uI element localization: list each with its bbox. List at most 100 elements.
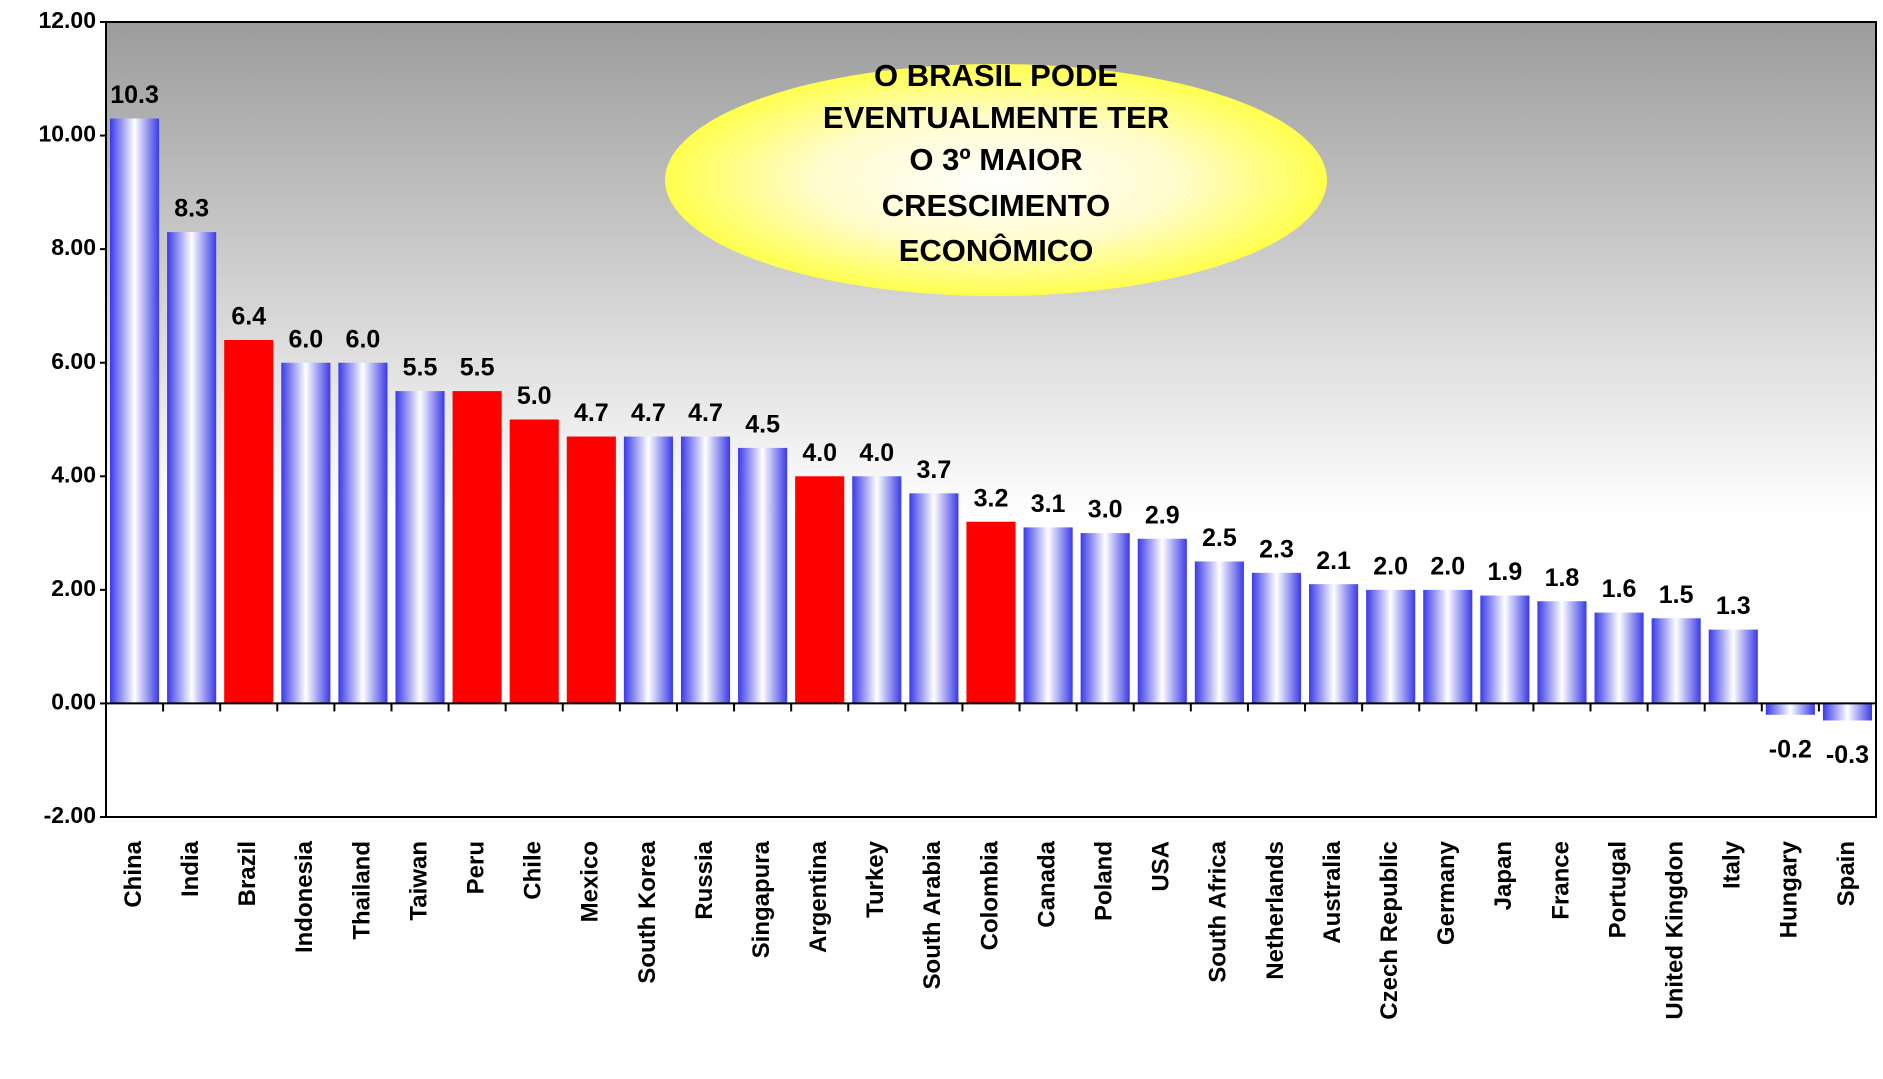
bar — [1080, 533, 1130, 704]
bar — [1251, 572, 1302, 704]
x-tick-label: Czech Republic — [1376, 841, 1403, 1020]
value-label: 1.3 — [1716, 592, 1751, 620]
value-label: 4.7 — [631, 399, 666, 427]
value-label: 6.0 — [288, 325, 323, 353]
bar — [1023, 527, 1073, 704]
bar — [680, 436, 731, 704]
x-tick-label: Portugal — [1604, 841, 1631, 938]
x-tick-label: Russia — [691, 840, 718, 919]
value-label: 5.5 — [403, 354, 438, 382]
bar — [395, 391, 445, 704]
bar — [109, 118, 160, 704]
x-tick-label: Taiwan — [405, 841, 432, 921]
bar — [909, 493, 959, 704]
bar — [1309, 584, 1359, 704]
bar — [452, 391, 502, 704]
x-tick-label: Thailand — [348, 841, 375, 940]
bar — [281, 362, 331, 704]
annotation-line: O 3º MAIOR — [909, 142, 1082, 177]
x-tick-label: Singapura — [748, 840, 775, 958]
x-tick-label: Indonesia — [291, 840, 318, 953]
annotation-bubble — [665, 64, 1327, 296]
x-tick-label: Colombia — [976, 840, 1003, 950]
value-label: -0.3 — [1826, 741, 1869, 769]
value-label: 2.5 — [1202, 524, 1237, 552]
y-tick-label: 8.00 — [51, 234, 96, 260]
y-tick-label: -2.00 — [44, 802, 96, 828]
x-tick-label: Argentina — [805, 840, 832, 953]
y-tick-label: 10.00 — [38, 121, 96, 147]
bar — [1480, 595, 1530, 704]
x-tick-label: France — [1547, 841, 1574, 920]
bar — [1708, 629, 1758, 704]
y-tick-label: 0.00 — [51, 689, 96, 715]
value-label: 5.5 — [460, 354, 495, 382]
bar — [566, 436, 616, 704]
bar — [167, 232, 217, 704]
bar — [1765, 703, 1815, 715]
value-label: 4.5 — [745, 411, 780, 439]
y-tick-label: 4.00 — [51, 461, 96, 487]
bar — [338, 362, 388, 704]
bar — [795, 476, 845, 704]
value-label: 1.9 — [1487, 558, 1522, 586]
value-label: 2.9 — [1145, 501, 1180, 529]
value-label: -0.2 — [1769, 735, 1812, 763]
value-label: 1.8 — [1545, 564, 1580, 592]
annotation-line: EVENTUALMENTE TER — [823, 100, 1169, 135]
annotation-line: ECONÔMICO — [899, 232, 1094, 268]
bar — [509, 419, 559, 704]
x-tick-label: Italy — [1719, 840, 1746, 889]
x-tick-label: USA — [1148, 841, 1175, 892]
value-label: 10.3 — [110, 81, 159, 109]
x-tick-label: Australia — [1319, 840, 1346, 943]
x-tick-label: Peru — [462, 841, 489, 894]
bar — [1137, 538, 1187, 704]
x-tick-label: South Korea — [634, 840, 661, 983]
value-label: 3.0 — [1088, 496, 1123, 524]
value-label: 4.0 — [859, 439, 894, 467]
x-tick-label: Netherlands — [1262, 841, 1289, 980]
value-label: 2.3 — [1259, 535, 1294, 563]
bar — [1194, 561, 1244, 704]
x-tick-label: Spain — [1833, 841, 1860, 906]
value-label: 6.4 — [231, 303, 266, 331]
value-label: 3.2 — [974, 484, 1009, 512]
annotation-line: O BRASIL PODE — [874, 58, 1118, 93]
y-tick-label: 6.00 — [51, 348, 96, 374]
bar — [1537, 601, 1587, 704]
bar — [224, 340, 274, 704]
value-label: 1.5 — [1659, 581, 1694, 609]
value-label: 3.1 — [1031, 490, 1066, 518]
x-tick-label: United Kingdon — [1662, 841, 1689, 1020]
value-label: 5.0 — [517, 382, 552, 410]
x-tick-label: South Arabia — [919, 840, 946, 989]
x-tick-label: Hungary — [1776, 840, 1803, 938]
value-label: 8.3 — [174, 195, 209, 223]
y-tick-label: 12.00 — [38, 7, 96, 33]
value-label: 6.0 — [346, 325, 381, 353]
bar — [1651, 618, 1701, 704]
value-label: 3.7 — [917, 456, 952, 484]
x-tick-label: Poland — [1091, 841, 1118, 921]
x-tick-label: Brazil — [234, 841, 261, 906]
x-tick-label: Canada — [1033, 840, 1060, 927]
value-label: 2.0 — [1430, 552, 1465, 580]
bar — [966, 521, 1016, 704]
x-tick-label: Turkey — [862, 840, 889, 918]
value-label: 2.0 — [1373, 552, 1408, 580]
y-tick-label: 2.00 — [51, 575, 96, 601]
value-label: 4.7 — [688, 399, 723, 427]
bar — [623, 436, 673, 704]
bar — [1423, 589, 1473, 704]
bar — [852, 476, 902, 704]
bar — [738, 447, 788, 704]
x-tick-label: Mexico — [577, 841, 604, 922]
value-label: 4.0 — [802, 439, 837, 467]
x-tick-label: South Africa — [1205, 840, 1232, 982]
value-label: 2.1 — [1316, 547, 1351, 575]
value-label: 4.7 — [574, 399, 609, 427]
x-tick-label: China — [120, 840, 147, 907]
bar — [1594, 612, 1644, 704]
